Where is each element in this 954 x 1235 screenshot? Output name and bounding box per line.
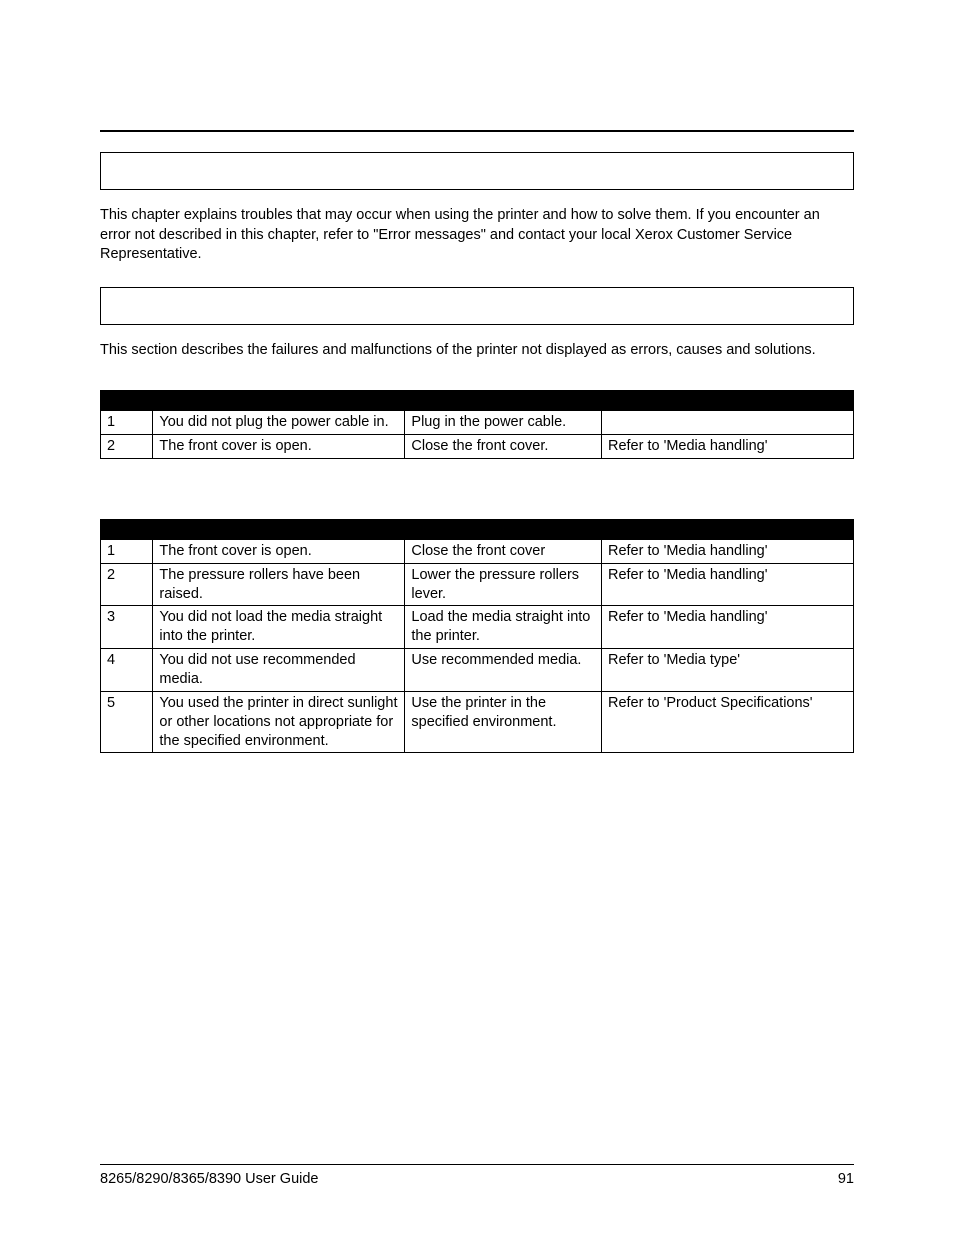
table-header-row xyxy=(101,519,854,539)
table-row: 1 The front cover is open. Close the fro… xyxy=(101,539,854,563)
cell-ref: Refer to 'Media type' xyxy=(601,649,853,692)
troubleshoot-table-2: 1 The front cover is open. Close the fro… xyxy=(100,519,854,753)
cell-num: 3 xyxy=(101,606,153,649)
cell-num: 5 xyxy=(101,691,153,753)
page-footer: 8265/8290/8365/8390 User Guide 91 xyxy=(100,1164,854,1187)
table-row: 2 The front cover is open. Close the fro… xyxy=(101,435,854,459)
col-header-ref xyxy=(601,519,853,539)
cell-cause: The front cover is open. xyxy=(153,435,405,459)
cell-ref: Refer to 'Media handling' xyxy=(601,606,853,649)
col-header-solution xyxy=(405,519,602,539)
cell-ref xyxy=(601,411,853,435)
cell-cause: You did not load the media straight into… xyxy=(153,606,405,649)
intro-paragraph-1: This chapter explains troubles that may … xyxy=(100,206,854,265)
header-rule xyxy=(100,130,854,132)
cell-cause: The pressure rollers have been raised. xyxy=(153,563,405,606)
cell-cause: The front cover is open. xyxy=(153,539,405,563)
cell-cause: You did not use recommended media. xyxy=(153,649,405,692)
table-2-wrapper: 1 The front cover is open. Close the fro… xyxy=(100,519,854,753)
footer-text-row: 8265/8290/8365/8390 User Guide 91 xyxy=(100,1171,854,1187)
table-row: 5 You used the printer in direct sunligh… xyxy=(101,691,854,753)
section-heading-box-2 xyxy=(100,287,854,325)
cell-num: 2 xyxy=(101,435,153,459)
cell-ref: Refer to 'Media handling' xyxy=(601,539,853,563)
cell-solution: Close the front cover. xyxy=(405,435,602,459)
cell-solution: Load the media straight into the printer… xyxy=(405,606,602,649)
table-row: 2 The pressure rollers have been raised.… xyxy=(101,563,854,606)
cell-solution: Close the front cover xyxy=(405,539,602,563)
cell-solution: Lower the pressure rollers lever. xyxy=(405,563,602,606)
col-header-ref xyxy=(601,391,853,411)
col-header-solution xyxy=(405,391,602,411)
table-header-row xyxy=(101,391,854,411)
col-header-num xyxy=(101,519,153,539)
table-row: 3 You did not load the media straight in… xyxy=(101,606,854,649)
cell-num: 4 xyxy=(101,649,153,692)
cell-num: 2 xyxy=(101,563,153,606)
col-header-num xyxy=(101,391,153,411)
footer-rule xyxy=(100,1164,854,1165)
col-header-cause xyxy=(153,519,405,539)
table-row: 1 You did not plug the power cable in. P… xyxy=(101,411,854,435)
table-1-wrapper: 1 You did not plug the power cable in. P… xyxy=(100,390,854,459)
col-header-cause xyxy=(153,391,405,411)
page-container: This chapter explains troubles that may … xyxy=(0,0,954,1235)
cell-solution: Use recommended media. xyxy=(405,649,602,692)
cell-ref: Refer to 'Media handling' xyxy=(601,435,853,459)
cell-ref: Refer to 'Media handling' xyxy=(601,563,853,606)
table-row: 4 You did not use recommended media. Use… xyxy=(101,649,854,692)
troubleshoot-table-1: 1 You did not plug the power cable in. P… xyxy=(100,390,854,459)
cell-num: 1 xyxy=(101,539,153,563)
intro-paragraph-2: This section describes the failures and … xyxy=(100,341,854,361)
cell-cause: You used the printer in direct sunlight … xyxy=(153,691,405,753)
cell-ref: Refer to 'Product Specifications' xyxy=(601,691,853,753)
cell-num: 1 xyxy=(101,411,153,435)
footer-page-number: 91 xyxy=(838,1171,854,1187)
cell-cause: You did not plug the power cable in. xyxy=(153,411,405,435)
section-heading-box-1 xyxy=(100,152,854,190)
cell-solution: Use the printer in the specified environ… xyxy=(405,691,602,753)
footer-left: 8265/8290/8365/8390 User Guide xyxy=(100,1171,318,1187)
cell-solution: Plug in the power cable. xyxy=(405,411,602,435)
